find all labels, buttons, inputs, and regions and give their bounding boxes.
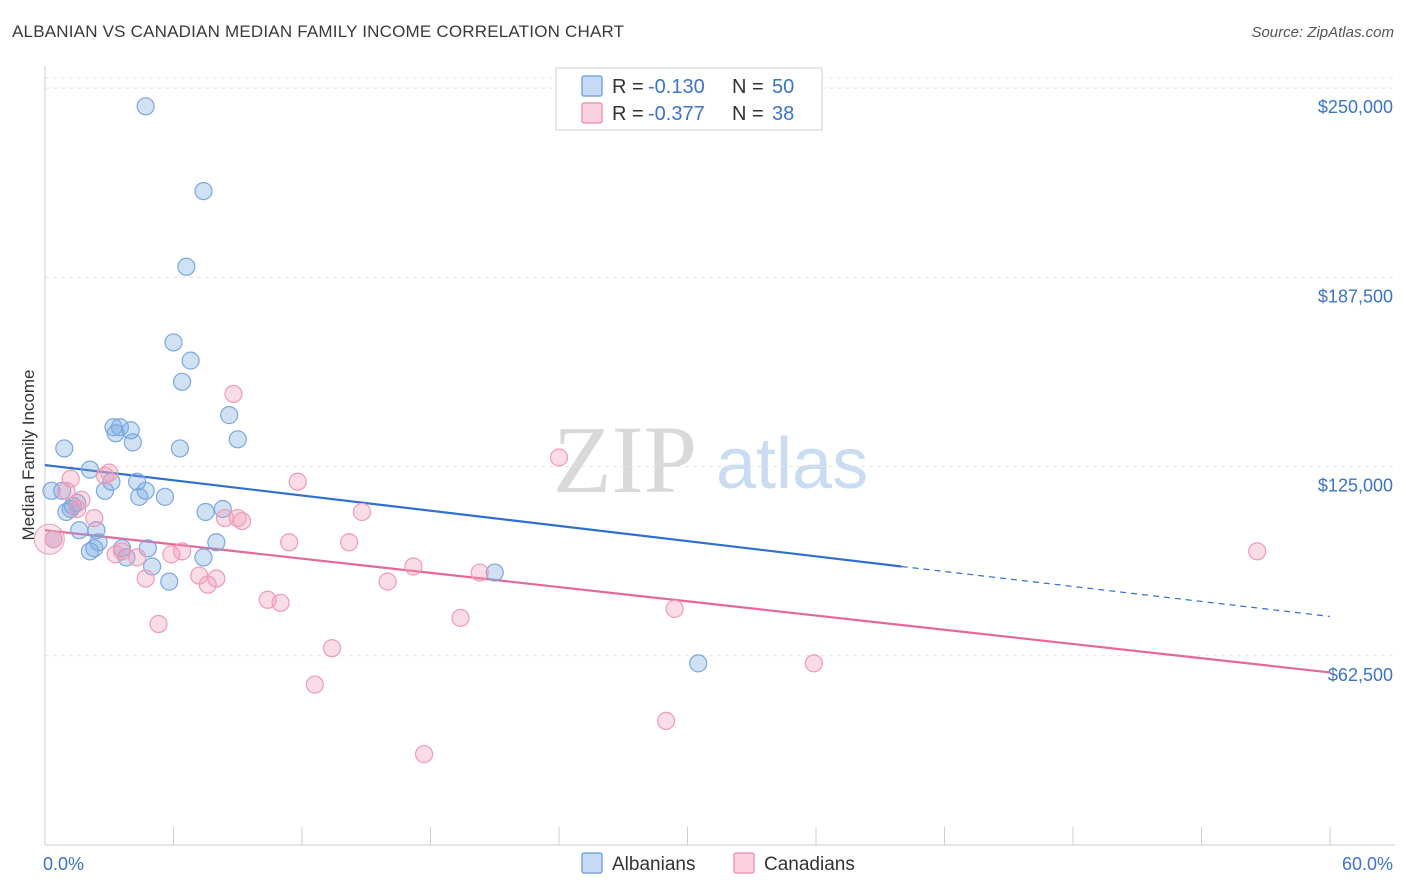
x-tick-label-max: 60.0% xyxy=(1342,854,1393,874)
y-tick-label: $62,500 xyxy=(1328,665,1393,685)
canadians-point xyxy=(665,599,684,618)
canadians-point xyxy=(804,654,823,673)
canadians-point xyxy=(322,639,342,658)
albanians-n-value: 50 xyxy=(772,76,794,98)
canadians-point xyxy=(172,542,192,561)
y-tick-label: $125,000 xyxy=(1318,476,1393,496)
albanians-swatch xyxy=(581,75,603,97)
canadians-point xyxy=(549,448,569,467)
legend-canadians-swatch xyxy=(733,852,755,874)
scatter-points xyxy=(33,97,1267,764)
canadians-point xyxy=(1248,542,1267,561)
canadians-point xyxy=(57,481,76,500)
albanians-r-label: R = xyxy=(612,76,644,98)
canadians-n-label: N = xyxy=(732,103,764,125)
canadians-point xyxy=(215,508,234,528)
canadians-point xyxy=(470,563,489,582)
canadians-point xyxy=(162,545,181,564)
albanians-r-value: -0.130 xyxy=(648,76,705,98)
canadians-point xyxy=(44,530,63,549)
canadians-point xyxy=(451,608,470,628)
canadians-point xyxy=(271,593,290,612)
canadians-point xyxy=(232,511,252,531)
albanians-point xyxy=(177,257,196,276)
axes: $62,500 $125,000 $187,500 $250,000 0.0% 60.0% xyxy=(43,66,1395,874)
canadians-point xyxy=(305,675,324,694)
albanians-trend-line xyxy=(44,463,902,568)
canadians-point xyxy=(224,384,243,404)
stats-legend: R = -0.130 N = 50 R = -0.377 N = 38 xyxy=(555,67,823,131)
source-credit: Source: ZipAtlas.com xyxy=(1251,24,1394,41)
canadians-point xyxy=(207,569,226,588)
canadians-point-large xyxy=(33,523,65,555)
albanians-point xyxy=(95,481,115,500)
canadians-r-label: R = xyxy=(612,103,644,125)
albanians-point xyxy=(172,372,192,391)
albanians-point xyxy=(196,502,215,522)
canadians-swatch xyxy=(581,102,603,124)
canadians-point xyxy=(340,533,359,552)
albanians-n-label: N = xyxy=(732,76,764,98)
albanians-point xyxy=(136,481,155,500)
canadians-point xyxy=(127,548,147,567)
albanians-point xyxy=(194,181,213,201)
watermark-atlas: atlas xyxy=(716,424,868,504)
albanians-point xyxy=(228,430,247,449)
grid-lines xyxy=(45,77,1395,657)
albanians-point xyxy=(155,487,175,506)
canadians-point xyxy=(61,469,80,488)
albanians-point xyxy=(207,533,226,552)
canadians-point xyxy=(100,463,119,482)
series-legend: Albanians Canadians xyxy=(581,852,855,875)
chart-title: ALBANIAN VS CANADIAN MEDIAN FAMILY INCOM… xyxy=(12,22,625,41)
canadians-n-value: 38 xyxy=(772,103,794,125)
albanians-point xyxy=(89,533,108,552)
albanians-point xyxy=(485,563,504,582)
albanians-point xyxy=(70,521,89,540)
y-tick-label: $250,000 xyxy=(1318,97,1393,117)
canadians-point xyxy=(352,502,372,522)
canadians-point xyxy=(149,614,168,634)
albanians-point xyxy=(136,97,155,116)
albanians-point xyxy=(181,351,200,370)
canadians-point xyxy=(85,508,104,528)
albanians-point xyxy=(55,439,74,458)
canadians-trend-line xyxy=(44,529,1331,674)
albanians-point xyxy=(194,548,213,567)
trend-lines xyxy=(44,463,1331,674)
canadians-point xyxy=(656,711,676,730)
albanians-trend-extension xyxy=(901,565,1331,618)
canadians-point xyxy=(404,557,423,576)
albanians-point xyxy=(220,406,239,425)
canadians-point xyxy=(72,490,91,509)
canadians-point xyxy=(280,533,299,552)
watermark-zip: ZIP xyxy=(553,406,697,513)
canadians-point xyxy=(136,569,155,588)
y-tick-label: $187,500 xyxy=(1318,286,1393,306)
y-axis-title: Median Family Income xyxy=(19,369,38,540)
albanians-point xyxy=(123,433,142,452)
albanians-point xyxy=(42,481,61,500)
legend-albanians-label: Albanians xyxy=(612,854,695,875)
x-tick-label-min: 0.0% xyxy=(43,854,84,874)
legend-albanians-swatch xyxy=(581,852,603,874)
albanians-point xyxy=(170,439,190,458)
canadians-point xyxy=(288,472,307,491)
albanians-point xyxy=(160,572,179,591)
canadians-point xyxy=(378,572,397,591)
legend-canadians-label: Canadians xyxy=(764,854,855,875)
albanians-point xyxy=(689,654,708,673)
canadians-r-value: -0.377 xyxy=(648,103,705,125)
albanians-point xyxy=(110,418,130,437)
canadians-point xyxy=(68,499,87,519)
watermark: ZIP atlas xyxy=(553,406,868,513)
albanians-point xyxy=(164,333,183,352)
canadians-point xyxy=(414,745,434,764)
